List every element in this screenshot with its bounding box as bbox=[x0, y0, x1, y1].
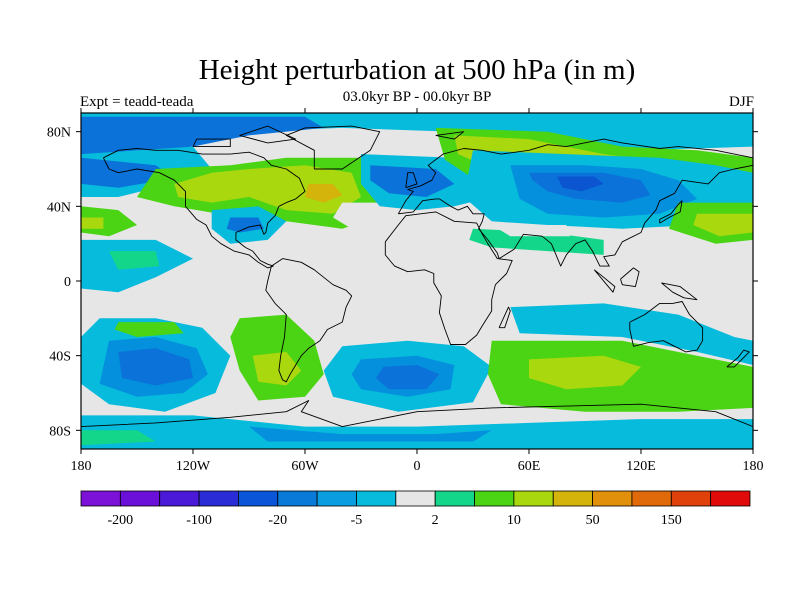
contour-region-antarctic-blue bbox=[81, 415, 753, 449]
coastline-8 bbox=[659, 200, 683, 224]
y-tick-label: 80S bbox=[49, 424, 71, 439]
colorbar: -200 -100 -20 -5 2 10 50 150 bbox=[80, 490, 751, 528]
colorbar-label: -5 bbox=[351, 513, 363, 528]
coastline-layer bbox=[81, 125, 753, 428]
x-tick-label: 60E bbox=[518, 459, 541, 474]
x-tick-label: 60W bbox=[291, 459, 319, 474]
coastline-15 bbox=[192, 138, 231, 148]
coastline-11 bbox=[661, 282, 698, 301]
coastline-4 bbox=[384, 211, 513, 345]
contour-region-arabia-gray bbox=[491, 225, 571, 237]
colorbar-swatch bbox=[159, 490, 200, 507]
y-tick-label: 40S bbox=[49, 350, 71, 365]
y-tick-label: 80N bbox=[47, 126, 71, 141]
map-axes: 180 120W 60W 0 60E 120E 180 80N 40N 0 40S 80S bbox=[47, 108, 764, 474]
colorbar-label: -20 bbox=[268, 513, 287, 528]
colorbar-swatch bbox=[631, 490, 672, 507]
contour-region-north-pacific-green bbox=[81, 206, 137, 237]
coastline-10 bbox=[620, 267, 640, 288]
colorbar-label: 10 bbox=[507, 513, 521, 528]
colorbar-swatch bbox=[316, 490, 357, 507]
contour-region-atlantic-north-gray bbox=[333, 202, 399, 229]
coastline-9 bbox=[593, 269, 616, 293]
chart-subtitle: 03.0kyr BP - 00.0kyr BP bbox=[342, 89, 492, 105]
x-tick-label: 180 bbox=[743, 459, 764, 474]
colorbar-swatch bbox=[592, 490, 633, 507]
colorbar-swatch bbox=[238, 490, 279, 507]
coastline-2 bbox=[285, 125, 381, 170]
contour-region-west-pacific-yellow bbox=[693, 213, 753, 237]
coastline-12 bbox=[726, 349, 750, 368]
contour-region-antarctic-midblue bbox=[249, 426, 492, 442]
y-tick-label: 40N bbox=[47, 200, 71, 215]
coastline-13 bbox=[81, 400, 753, 428]
contour-region-atlantic-gold bbox=[305, 183, 343, 203]
x-tick-label: 180 bbox=[71, 459, 92, 474]
colorbar-label: -200 bbox=[108, 513, 134, 528]
coastline-0 bbox=[102, 148, 306, 269]
colorbar-swatch bbox=[552, 490, 593, 507]
colorbar-swatch bbox=[80, 490, 121, 507]
colorbar-label: 150 bbox=[661, 513, 682, 528]
colorbar-swatch bbox=[395, 490, 436, 507]
colorbar-swatch bbox=[277, 490, 318, 507]
chart-title: Height perturbation at 500 hPa (in m) bbox=[198, 54, 636, 86]
x-tick-label: 120E bbox=[626, 459, 656, 474]
contour-region-antarctic-green bbox=[81, 430, 156, 446]
contour-region-southern-ocean-yellow bbox=[529, 355, 641, 390]
season-label: DJF bbox=[728, 94, 754, 110]
colorbar-swatch bbox=[474, 490, 515, 507]
coastline-1 bbox=[265, 258, 353, 383]
x-tick-label: 0 bbox=[414, 459, 421, 474]
contour-region-south-atlantic-deepblue bbox=[375, 365, 440, 390]
colorbar-label: 2 bbox=[432, 513, 439, 528]
colorbar-label: -100 bbox=[186, 513, 212, 528]
contour-region-north-pacific-yellow bbox=[81, 217, 104, 229]
y-tick-label: 0 bbox=[64, 275, 71, 290]
colorbar-swatch bbox=[356, 490, 397, 507]
coastline-3 bbox=[397, 138, 753, 267]
contour-region-north-america-yellow bbox=[174, 165, 361, 214]
colorbar-swatch bbox=[710, 490, 751, 507]
colorbar-swatch bbox=[434, 490, 475, 507]
contour-region-india-green bbox=[469, 228, 604, 255]
coastline-16 bbox=[435, 131, 465, 140]
contour-region-south-pacific-deepblue bbox=[118, 348, 193, 386]
colorbar-swatch bbox=[119, 490, 161, 507]
contour-region-europe-deepblue bbox=[370, 165, 455, 197]
colorbar-swatch bbox=[670, 490, 712, 507]
colorbar-swatch bbox=[513, 490, 554, 507]
colorbar-label: 50 bbox=[586, 513, 600, 528]
colorbar-swatch bbox=[198, 490, 239, 507]
contour-region-gulf-darkblue bbox=[226, 217, 264, 233]
coastline-14 bbox=[239, 125, 297, 144]
coastline-7 bbox=[405, 172, 418, 189]
x-tick-label: 120W bbox=[176, 459, 211, 474]
contour-region-south-pacific-green-strip bbox=[114, 322, 184, 337]
contour-region-hawaii-green bbox=[109, 251, 160, 270]
coastline-5 bbox=[629, 301, 704, 353]
experiment-label: Expt = teadd-teada bbox=[80, 94, 194, 110]
contour-region-indian-ocean-blue bbox=[510, 303, 753, 365]
contour-region-asia-core bbox=[557, 176, 604, 192]
coastline-6 bbox=[498, 306, 511, 329]
